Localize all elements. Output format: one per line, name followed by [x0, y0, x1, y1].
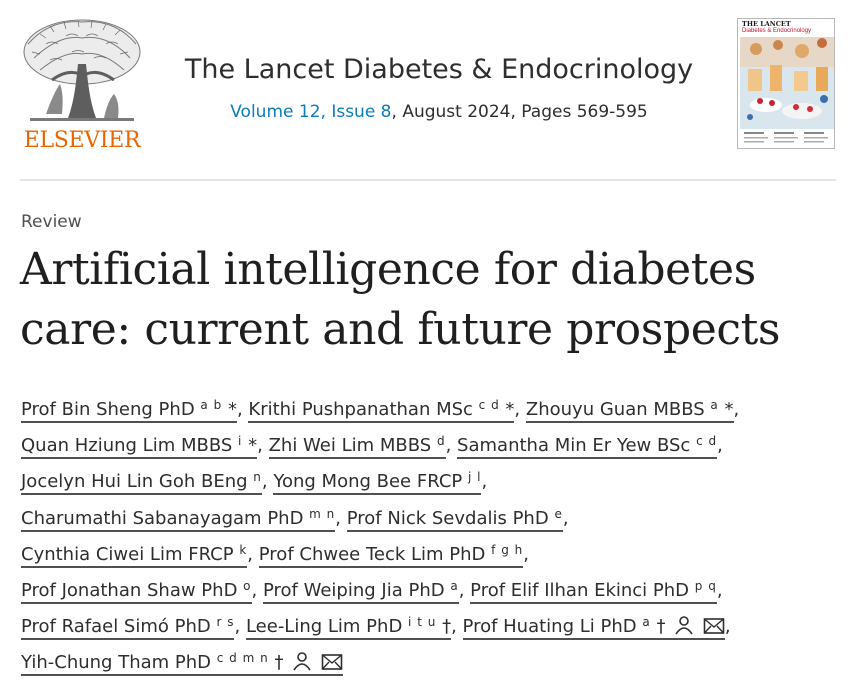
- article-title-line-2: care: current and future prospects: [20, 304, 781, 355]
- author-link[interactable]: Yong Mong Bee FRCP j l: [273, 471, 482, 496]
- issue-line: Volume 12, Issue 8, August 2024, Pages 5…: [144, 102, 734, 122]
- author-link[interactable]: Charumathi Sabanayagam PhD m n: [21, 507, 336, 532]
- journal-header: ELSEVIER The Lancet Diabetes & Endocrino…: [0, 0, 859, 180]
- author-link[interactable]: Jocelyn Hui Lin Goh BEng n: [21, 471, 262, 496]
- author-link[interactable]: Zhouyu Guan MBBS a *: [525, 399, 734, 423]
- author-link[interactable]: Prof Jonathan Shaw PhD o: [21, 580, 252, 605]
- article-type: Review: [21, 212, 82, 232]
- tree-of-knowledge-icon: [23, 19, 141, 121]
- author-link[interactable]: Quan Hziung Lim MBBS i *: [21, 435, 258, 460]
- person-icon: [675, 616, 693, 635]
- author-list: Prof Bin Sheng PhD a b *, Krithi Pushpan…: [21, 392, 851, 682]
- article-title-line-1: Artificial intelligence for diabetes: [20, 244, 756, 295]
- envelope-icon: [703, 618, 725, 635]
- author-link[interactable]: Prof Nick Sevdalis PhD e: [346, 507, 563, 532]
- author-link[interactable]: Prof Rafael Simó PhD r s: [21, 616, 235, 641]
- person-icon: [293, 652, 311, 671]
- author-link[interactable]: Krithi Pushpanathan MSc c d *: [248, 399, 515, 423]
- author-link[interactable]: Zhi Wei Lim MBBS d: [268, 435, 446, 460]
- author-link[interactable]: Prof Elif Ilhan Ekinci PhD p q: [470, 580, 717, 605]
- author-link[interactable]: Lee-Ling Lim PhD i t u †: [245, 616, 452, 641]
- cover-brand: THE LANCET: [742, 20, 791, 28]
- publisher-name: ELSEVIER: [23, 128, 141, 153]
- author-link[interactable]: Samantha Min Er Yew BSc c d: [457, 435, 718, 460]
- author-link[interactable]: Prof Chwee Teck Lim PhD f g h: [258, 543, 524, 568]
- author-link[interactable]: Prof Huating Li PhD a †: [462, 616, 725, 641]
- envelope-icon: [321, 654, 343, 671]
- issue-details: , August 2024, Pages 569-595: [391, 102, 648, 122]
- elsevier-logo[interactable]: ELSEVIER: [20, 14, 144, 154]
- author-link[interactable]: Prof Weiping Jia PhD a: [262, 580, 459, 605]
- author-link[interactable]: Prof Bin Sheng PhD a b *: [21, 399, 237, 423]
- volume-issue-link[interactable]: Volume 12, Issue 8: [230, 102, 392, 122]
- header-divider: [20, 179, 836, 181]
- journal-title-link[interactable]: The Lancet Diabetes & Endocrinology: [184, 54, 694, 85]
- author-link[interactable]: Yih-Chung Tham PhD c d m n †: [21, 652, 343, 677]
- author-link[interactable]: Cynthia Ciwei Lim FRCP k: [21, 543, 248, 568]
- article-title: Artificial intelligence for diabetes care…: [20, 240, 840, 360]
- cover-subtitle: Diabetes & Endocrinology: [742, 28, 812, 34]
- journal-cover-thumbnail[interactable]: THE LANCET Diabetes & Endocrinology: [737, 18, 835, 149]
